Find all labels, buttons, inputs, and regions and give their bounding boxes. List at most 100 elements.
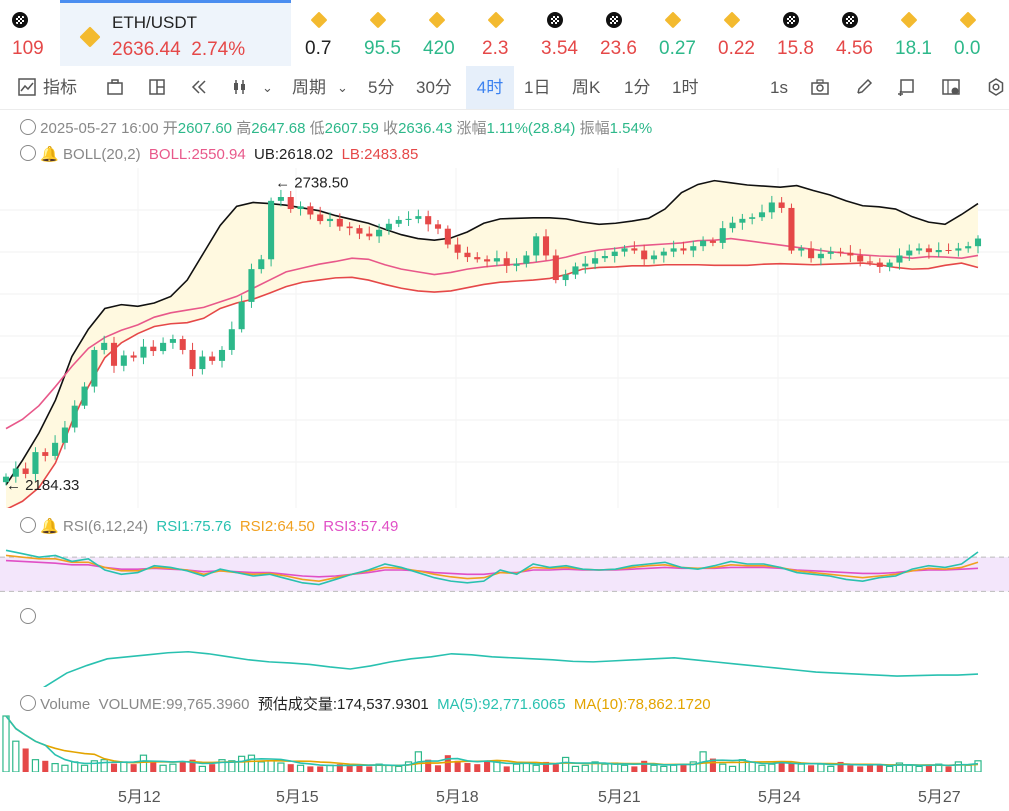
expand-icon[interactable] <box>20 608 36 624</box>
volume-bar <box>42 760 49 772</box>
collapse-icon[interactable] <box>20 517 36 533</box>
chevron-down-icon[interactable]: ⌄ <box>337 80 348 95</box>
rsi3-line <box>5 559 979 578</box>
ticker-item[interactable]: 0.22 <box>718 0 774 66</box>
volume-bar <box>945 766 952 772</box>
price-chart[interactable]: ← 2738.50 ← 2184.33 <box>0 168 1009 508</box>
tab-interval-0[interactable]: 5分 <box>368 78 395 97</box>
candle <box>277 197 284 201</box>
candle <box>601 256 608 259</box>
bnb-coin-icon <box>959 11 977 29</box>
candle <box>336 218 343 227</box>
candle <box>42 452 49 456</box>
candle <box>395 219 402 224</box>
grid-settings-icon[interactable] <box>942 78 960 96</box>
add-window-icon[interactable] <box>897 78 915 96</box>
ticker-value: 2.3 <box>482 38 509 59</box>
candle <box>906 250 913 256</box>
ticker-item[interactable]: 95.5 <box>364 0 420 66</box>
macd-chart[interactable] <box>0 625 1009 687</box>
candle <box>120 355 127 366</box>
candle <box>326 218 334 222</box>
tab-interval-1[interactable]: 30分 <box>416 78 452 97</box>
candle <box>837 251 844 253</box>
tab-interval-5[interactable]: 1分 <box>624 78 651 97</box>
candle <box>788 207 795 251</box>
ohlc-row: 2025-05-27 16:00 开2607.60 高2647.68 低2607… <box>20 117 652 138</box>
tab-interval-4[interactable]: 周K <box>572 78 601 97</box>
briefcase-icon[interactable] <box>106 78 124 96</box>
info-toggle-icon[interactable] <box>20 119 36 135</box>
collapse-icon[interactable] <box>20 695 36 711</box>
candle-type-icon[interactable] <box>232 78 250 96</box>
volume-bar <box>660 765 668 772</box>
ticker-item[interactable]: 18.1 <box>895 0 951 66</box>
bell-icon[interactable]: 🔔 <box>40 518 59 535</box>
ticker-item[interactable]: 3.54 <box>541 0 597 66</box>
camera-icon[interactable] <box>811 78 829 96</box>
layout-icon[interactable] <box>148 78 166 96</box>
ticker-item[interactable]: 109 <box>0 0 60 66</box>
ticker-value: 0.22 <box>718 38 755 59</box>
indicators-button[interactable]: 指标 <box>43 78 77 97</box>
refresh-rate-button[interactable]: 1s <box>770 78 788 97</box>
ticker-item[interactable]: 0.7 <box>305 0 361 66</box>
active-pair-tab[interactable]: ETH/USDT 2636.44 2.74% <box>60 0 291 66</box>
period-button[interactable]: 周期 <box>292 78 326 97</box>
ticker-item[interactable]: 4.56 <box>836 0 892 66</box>
tab-interval-6[interactable]: 1时 <box>672 78 699 97</box>
ticker-value: 4.56 <box>836 38 873 59</box>
ticker-item[interactable]: 0.0 <box>954 0 1009 66</box>
volume-bar <box>317 766 324 772</box>
candle <box>238 301 245 330</box>
indicator-icon[interactable] <box>18 78 36 96</box>
date-label: 5月21 <box>598 789 641 806</box>
bnb-coin-icon <box>487 11 505 29</box>
ticker-item[interactable]: 15.8 <box>777 0 833 66</box>
collapse-icon[interactable] <box>20 145 36 161</box>
ticker-item[interactable]: 23.6 <box>600 0 656 66</box>
volume-bar <box>620 764 629 772</box>
ticker-value: 3.54 <box>541 38 578 59</box>
ticker-item[interactable]: 420 <box>423 0 479 66</box>
chevron-down-icon[interactable]: ⌄ <box>262 80 273 95</box>
bnb-coin-icon <box>723 11 741 29</box>
rewind-icon[interactable] <box>190 78 208 96</box>
volume-bar <box>237 755 246 772</box>
volume-bar <box>964 764 972 772</box>
candle <box>758 212 766 218</box>
bnb-coin-icon <box>79 26 101 48</box>
volume-bar <box>218 759 226 772</box>
candle <box>729 222 736 229</box>
rsi1-value: RSI1:75.76 <box>156 518 232 535</box>
tab-interval-3[interactable]: 1日 <box>524 78 551 97</box>
rsi-chart[interactable] <box>0 540 1009 600</box>
candle <box>52 442 59 456</box>
volume-chart[interactable] <box>0 712 1009 772</box>
volume-bar <box>484 761 491 772</box>
volume-bar <box>895 762 904 772</box>
gear-icon[interactable] <box>987 78 1005 96</box>
pencil-icon[interactable] <box>855 78 873 96</box>
candle <box>101 342 108 350</box>
pair-name: ETH/USDT <box>112 13 197 32</box>
ticker-item[interactable]: 0.27 <box>659 0 715 66</box>
volume-bar <box>22 748 29 772</box>
checker-coin-icon <box>547 12 563 28</box>
bell-icon[interactable]: 🔔 <box>40 146 59 163</box>
candle <box>592 258 599 264</box>
boll-name: BOLL(20,2) <box>63 146 141 163</box>
candle <box>631 248 638 251</box>
date-label: 5月15 <box>276 789 319 806</box>
volume-name: Volume <box>40 696 91 713</box>
volume-bar <box>356 765 363 772</box>
volume-bar <box>601 763 609 772</box>
candle <box>798 248 805 251</box>
candle <box>415 216 422 219</box>
volume-ma10: MA(10):78,862.1720 <box>573 696 711 713</box>
candle <box>484 259 491 262</box>
volume-bar <box>51 762 59 772</box>
ticker-item[interactable]: 2.3 <box>482 0 538 66</box>
ticker-value: 18.1 <box>895 38 932 59</box>
tab-interval-2[interactable]: 4时 <box>466 66 514 109</box>
